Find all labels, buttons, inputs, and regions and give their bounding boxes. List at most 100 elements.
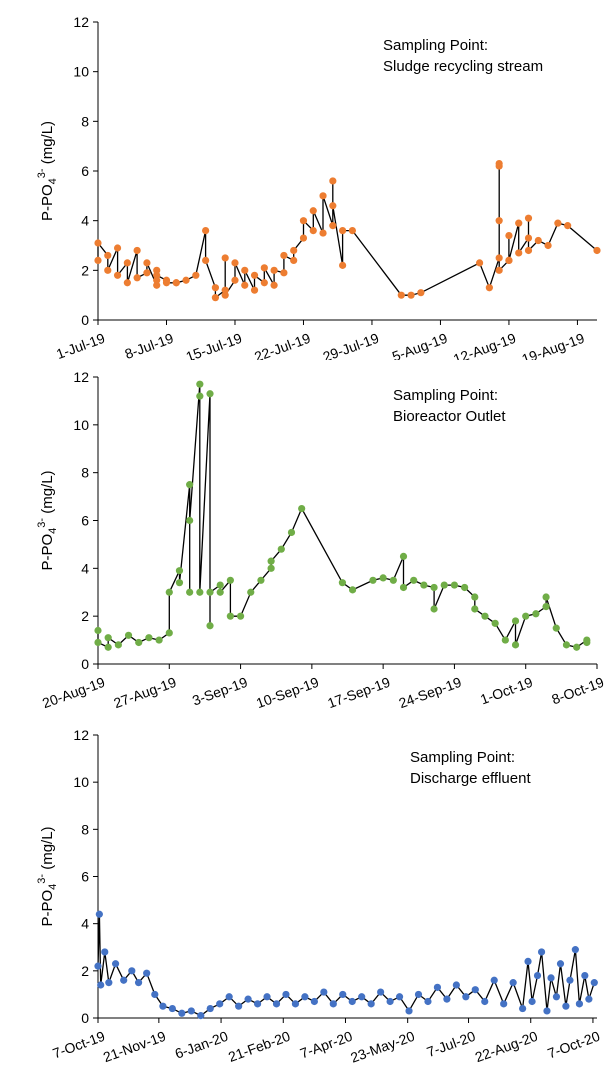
y-tick-label: 10 <box>73 774 89 790</box>
data-point <box>94 626 102 635</box>
annotation-line: Sludge recycling stream <box>383 58 543 75</box>
y-axis-label: P-PO43- (mg/L) <box>36 121 59 221</box>
data-point <box>511 641 520 649</box>
data-point <box>216 581 224 589</box>
data-point <box>172 279 180 287</box>
data-point <box>495 254 503 262</box>
data-point <box>500 1000 508 1008</box>
data-point <box>270 281 278 289</box>
y-axis-label-sub: 4 <box>47 178 59 184</box>
data-point <box>94 239 102 247</box>
data-point <box>105 979 113 987</box>
chart-panel-effluent: 0 2 4 6 8 10 12 7-Oct-19 21-Nov-19 6-Jan-20 21-Feb… <box>0 720 605 1080</box>
x-tick-label: 24-Sep-19 <box>397 674 464 711</box>
data-point <box>395 993 404 1001</box>
data-point <box>182 276 190 284</box>
x-tick-label: 7-Apr-20 <box>298 1028 355 1062</box>
data-point <box>399 583 408 592</box>
data-point <box>178 1009 186 1017</box>
y-tick-label: 4 <box>81 916 89 932</box>
y-tick-label: 8 <box>81 113 89 129</box>
data-point <box>367 1000 375 1008</box>
data-point <box>481 997 489 1006</box>
data-point <box>202 256 210 264</box>
data-point <box>211 284 220 292</box>
y-tick-label: 10 <box>73 417 89 433</box>
data-point <box>533 971 542 980</box>
data-point <box>547 974 555 982</box>
data-point <box>135 638 143 647</box>
data-point <box>291 1000 300 1008</box>
data-point <box>114 641 122 649</box>
x-tick-label: 8-Jul-19 <box>123 330 176 360</box>
data-point <box>159 1002 167 1010</box>
data-point <box>94 962 102 970</box>
data-point <box>524 234 533 242</box>
data-point <box>309 227 317 235</box>
data-point <box>257 576 265 584</box>
data-point <box>192 271 200 279</box>
data-point <box>339 227 347 235</box>
data-point <box>280 251 288 260</box>
data-point <box>424 997 432 1006</box>
data-point <box>104 643 112 651</box>
x-tick-label: 29-Jul-19 <box>321 330 382 360</box>
data-point <box>120 976 128 984</box>
data-point <box>153 266 161 274</box>
data-point <box>282 990 290 999</box>
y-tick-label: 0 <box>81 312 89 328</box>
y-axis-label-main: P-PO <box>39 890 56 927</box>
y-tick-label: 12 <box>73 14 89 30</box>
data-point <box>231 259 239 267</box>
data-point <box>405 1007 413 1015</box>
data-point <box>175 579 184 587</box>
x-tick-label: 7-Oct-20 <box>545 1028 602 1062</box>
data-point <box>505 231 513 240</box>
data-point <box>566 976 574 984</box>
data-point <box>420 581 428 589</box>
x-tick-label: 21-Feb-20 <box>226 1028 292 1065</box>
data-point <box>430 583 438 592</box>
x-tick-label: 22-Jul-19 <box>252 330 313 360</box>
x-tick-label: 3-Sep-19 <box>190 674 250 709</box>
x-tick-label: 15-Jul-19 <box>184 330 245 360</box>
data-point <box>407 291 415 299</box>
data-point <box>573 643 581 651</box>
y-axis-label-unit: (mg/L) <box>39 826 56 874</box>
data-point <box>186 588 194 596</box>
data-point <box>155 636 163 644</box>
y-axis-label: P-PO43- (mg/L) <box>36 470 59 570</box>
data-point <box>95 910 103 918</box>
data-point <box>399 552 408 560</box>
data-point <box>165 629 173 637</box>
data-point <box>270 266 278 274</box>
y-tick-label: 6 <box>81 513 89 529</box>
data-point <box>113 271 122 279</box>
y-tick-label: 8 <box>81 465 89 481</box>
data-point <box>134 979 143 987</box>
y-tick-label: 10 <box>73 64 89 80</box>
data-point <box>519 1004 527 1013</box>
data-point <box>298 504 306 513</box>
data-point <box>216 588 224 596</box>
data-point <box>104 266 112 274</box>
data-point <box>104 634 112 642</box>
y-tick-label: 2 <box>81 963 89 979</box>
data-point <box>113 244 122 252</box>
x-tick-label: 7-Jul-20 <box>425 1028 478 1060</box>
y-tick-label: 8 <box>81 821 89 837</box>
data-point <box>162 279 171 287</box>
chart-panel-sludge: 0 2 4 6 8 10 12 1-Jul-19 8-Jul-19 15-Jul-19 22-Jul… <box>0 0 605 360</box>
x-tick-label: 10-Sep-19 <box>254 674 321 711</box>
data-point <box>211 294 220 302</box>
data-point <box>515 219 523 227</box>
data-point <box>542 603 550 611</box>
data-point <box>221 286 229 294</box>
x-tick-label: 21-Nov-19 <box>101 1028 168 1065</box>
data-point <box>133 274 141 282</box>
data-point <box>443 995 451 1003</box>
x-tick-label: 7-Oct-19 <box>50 1028 107 1062</box>
data-point <box>358 993 366 1001</box>
data-point <box>571 946 579 954</box>
